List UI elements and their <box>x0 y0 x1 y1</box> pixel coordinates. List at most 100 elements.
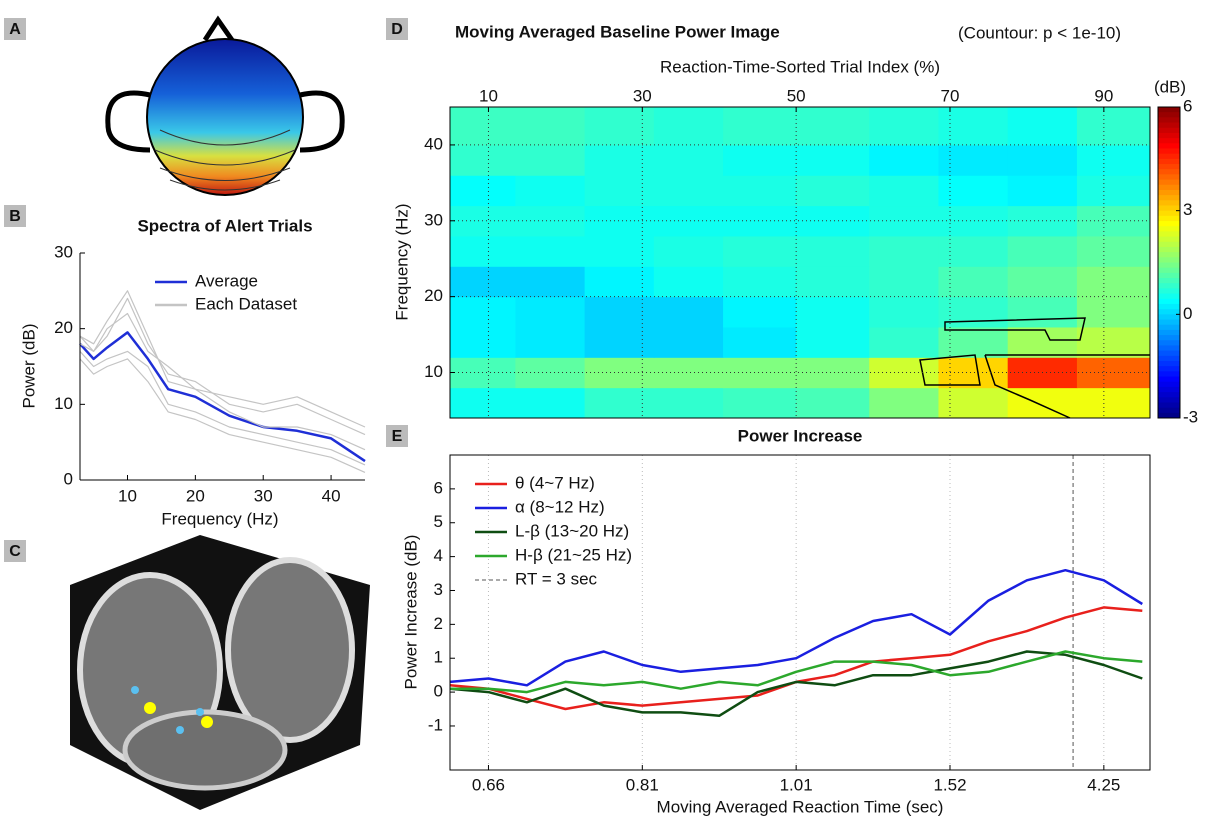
panel-label: E <box>392 428 403 445</box>
y-tick-label: 40 <box>424 134 443 153</box>
heatmap-cell <box>1007 266 1078 298</box>
heatmap-cell <box>584 387 655 419</box>
x-tick-label: 70 <box>941 86 960 105</box>
heatmap-cell <box>723 144 797 176</box>
heatmap-cell <box>653 144 724 176</box>
series-line <box>450 650 1143 694</box>
heatmap-cell <box>450 107 516 146</box>
colorbar-step <box>1158 205 1180 212</box>
colorbar-step <box>1158 278 1180 284</box>
heatmap-cell <box>515 144 586 176</box>
panel-label: A <box>9 21 21 38</box>
heatmap-cell <box>1076 107 1151 146</box>
x-tick-label: 20 <box>186 486 205 505</box>
heatmap-cell <box>1076 235 1151 267</box>
heatmap-cell <box>723 357 797 389</box>
source <box>196 708 204 716</box>
colorbar-frame <box>1157 106 1181 419</box>
heatmap-cell <box>584 144 655 176</box>
heatmap-cell <box>1007 296 1078 328</box>
x-tick-label: 90 <box>1094 86 1113 105</box>
y-tick-label: 6 <box>434 478 443 497</box>
colorbar-step <box>1158 189 1180 196</box>
colorbar-step <box>1158 132 1180 139</box>
panel-label: D <box>391 21 403 38</box>
contour <box>154 129 296 191</box>
plot-frame <box>449 106 1151 419</box>
heatmap-cell <box>450 387 516 419</box>
colorbar-step <box>1158 392 1180 398</box>
colorbar-step <box>1158 272 1180 279</box>
series-line <box>449 568 1143 687</box>
colorbar-step <box>1158 200 1180 206</box>
heatmap-cell <box>515 326 586 358</box>
heatmap-cell <box>450 326 516 358</box>
heatmap-cell <box>723 175 797 207</box>
heatmap-cell <box>723 387 797 419</box>
heatmap-cell <box>515 235 586 267</box>
y-tick-label: 3 <box>434 580 443 599</box>
colorbar-step <box>1158 236 1180 243</box>
nose <box>202 15 235 42</box>
colorbar-step <box>1158 371 1180 378</box>
heatmap-cell <box>1076 296 1151 328</box>
series-line <box>449 650 1143 718</box>
colorbar-step <box>1158 179 1180 186</box>
colorbar-step <box>1158 298 1180 305</box>
heatmap-cell <box>1007 175 1078 207</box>
colorbar-step <box>1158 221 1180 227</box>
heatmap-cell <box>796 175 870 207</box>
colorbar-step <box>1158 210 1180 217</box>
x-tick-label: 4.25 <box>1087 775 1120 794</box>
panel-labels: A B C D E <box>4 18 408 562</box>
colorbar-step <box>1158 397 1180 403</box>
colorbar-step <box>1158 117 1180 124</box>
x-tick-label: 30 <box>633 86 652 105</box>
heatmap-cell <box>584 175 655 207</box>
heatmap-cell <box>869 296 939 328</box>
y-tick-label: 1 <box>434 648 443 667</box>
series-line <box>79 312 366 428</box>
colorbar-step <box>1158 231 1180 238</box>
heatmap-cell <box>723 107 797 146</box>
contour <box>919 317 1150 419</box>
x-tick-label: 10 <box>118 486 137 505</box>
y-tick-label: 20 <box>424 286 443 305</box>
heatmap-cell <box>1076 357 1151 389</box>
label-box <box>4 540 26 562</box>
heatmap-cell <box>653 107 724 146</box>
legend-label: α (8~12 Hz) <box>515 497 605 516</box>
colorbar-step <box>1158 345 1180 352</box>
heatmap-cell <box>796 387 870 419</box>
source <box>176 726 184 734</box>
heatmap-cell <box>796 296 870 328</box>
heatmap-cell <box>515 266 586 298</box>
heatmap-cell <box>938 144 1009 176</box>
colorbar-step <box>1158 153 1180 160</box>
colorbar-step <box>1158 314 1180 321</box>
y-axis-label: Power Increase (dB) <box>401 535 420 690</box>
colorbar-step <box>1158 127 1180 134</box>
heatmap-cell <box>450 144 516 176</box>
heatmap-cell <box>450 296 516 328</box>
heatmap-cell <box>450 175 516 207</box>
colorbar-tick-label: 3 <box>1183 200 1192 219</box>
ear <box>299 90 345 153</box>
heatmap-cell <box>938 205 1009 237</box>
heatmap-cell <box>796 235 870 267</box>
chart-subtitle: (Countour: p < 1e-10) <box>958 23 1121 42</box>
heatmap-cell <box>869 144 939 176</box>
y-tick-label: 30 <box>54 242 73 261</box>
heatmap-cell <box>796 144 870 176</box>
heatmap-cell <box>796 107 870 146</box>
colorbar-step <box>1158 252 1180 258</box>
heatmap-cell <box>1076 266 1151 298</box>
heatmap-cell <box>515 387 586 419</box>
y-tick-label: 2 <box>434 614 443 633</box>
heatmap-cell <box>938 107 1009 146</box>
colorbar-tick-label: 0 <box>1183 304 1192 323</box>
panel-label: B <box>9 208 21 225</box>
heatmap-cell <box>1076 205 1151 237</box>
x-axis-label: Moving Averaged Reaction Time (sec) <box>657 797 944 816</box>
